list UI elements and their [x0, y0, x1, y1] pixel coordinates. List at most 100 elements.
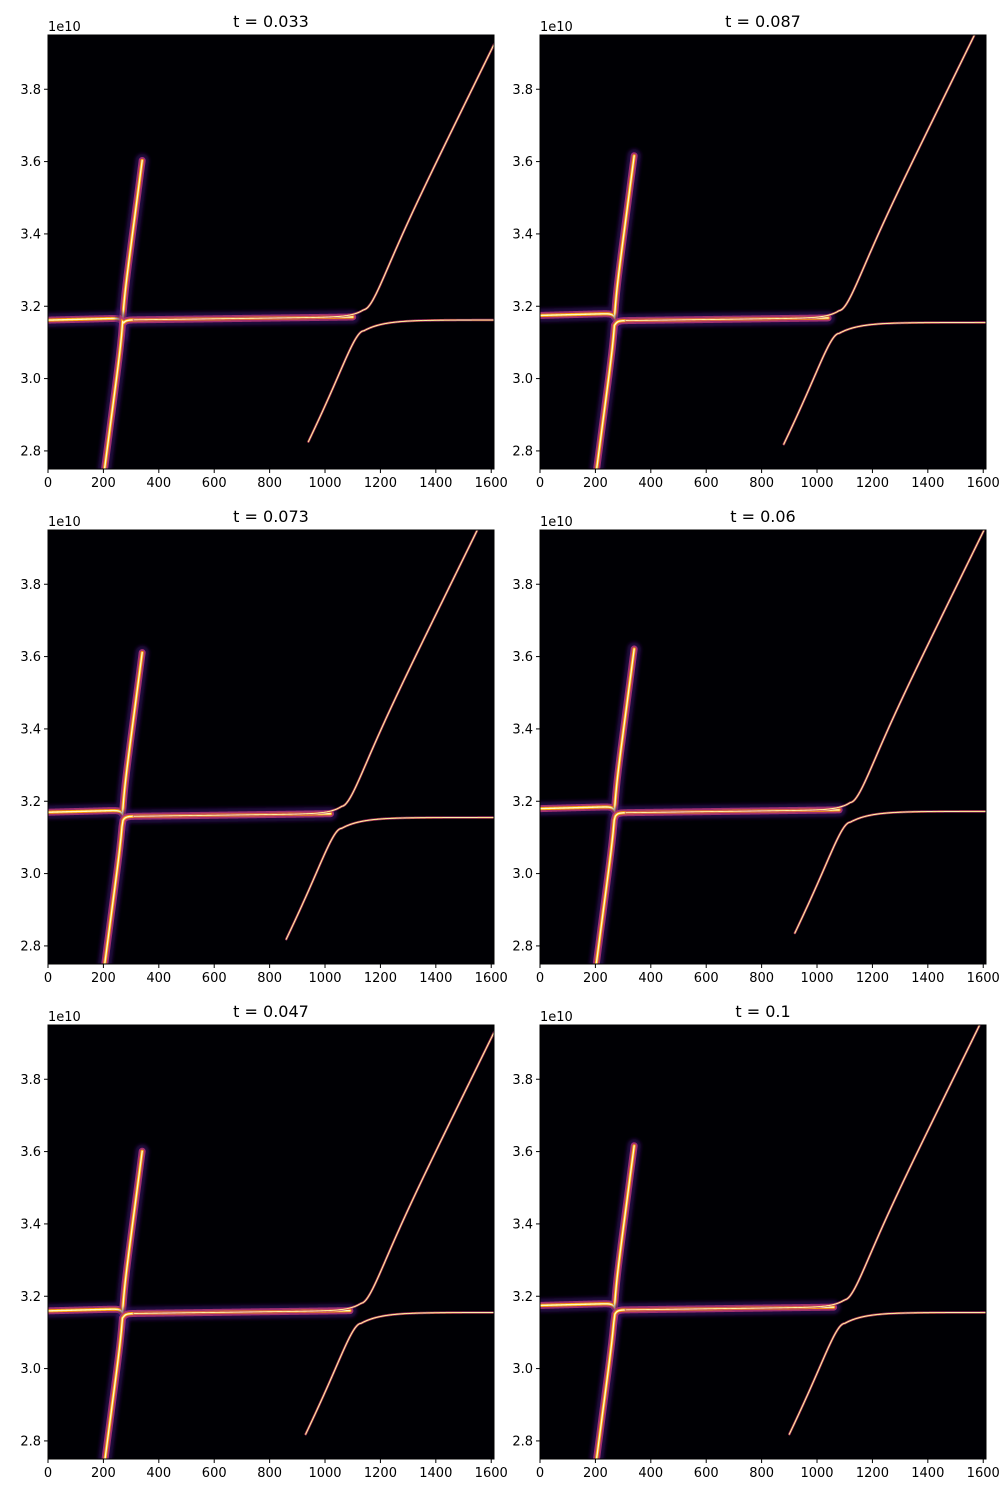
right-lower-curve-layer-3 [305, 1312, 494, 1435]
y-tick-label: 3.4 [512, 1217, 533, 1232]
right-lower-curve-layer-3 [794, 810, 986, 934]
x-tick-label: 1400 [419, 971, 452, 986]
x-tick-label: 400 [146, 971, 171, 986]
x-tick-label: 600 [694, 1466, 719, 1481]
y-multiplier-label: 1e10 [48, 515, 81, 530]
x-tick-label: 0 [536, 1466, 544, 1481]
x-tick-label: 1200 [856, 1466, 889, 1481]
panel-4: 0 200 400 600 800 1000 1200 1400 1600 2.8 3.0 3.2 3.… [512, 12, 999, 491]
y-tick-label: 3.2 [512, 1290, 533, 1305]
panel-2: 0 200 400 600 800 1000 1200 1400 1600 2.8 3.0 3.2 3.… [20, 507, 508, 986]
x-tick-label: 400 [638, 476, 663, 491]
heatmap-background [540, 1025, 986, 1459]
y-tick-label: 3.8 [512, 1073, 533, 1088]
y-multiplier-label: 1e10 [540, 1010, 573, 1025]
y-tick-label: 2.8 [20, 444, 41, 459]
y-tick-label: 3.2 [20, 1290, 41, 1305]
panel-title: t = 0.06 [730, 507, 795, 526]
x-tick-label: 0 [44, 971, 52, 986]
upper-branch-curve-layer-3 [540, 648, 635, 813]
y-tick-label: 3.4 [512, 227, 533, 242]
right-upper-curve-layer-3 [625, 1025, 981, 1311]
x-tick-label: 1600 [475, 1466, 508, 1481]
x-tick-label: 400 [146, 1466, 171, 1481]
panel-title: t = 0.087 [725, 12, 801, 31]
upper-branch-curve-layer-3 [48, 1150, 143, 1315]
y-tick-label: 3.2 [20, 300, 41, 315]
heatmap-curves [48, 1031, 494, 1459]
heatmap-background [48, 1025, 494, 1459]
x-tick-label: 0 [44, 476, 52, 491]
axes-frame [539, 34, 987, 470]
y-tick-label: 3.0 [20, 372, 41, 387]
heatmap-background [48, 530, 494, 964]
x-tick-label: 400 [638, 971, 663, 986]
x-tick-label: 1400 [911, 476, 944, 491]
upper-branch-curve-layer-3 [48, 159, 143, 325]
y-tick-label: 3.2 [512, 300, 533, 315]
y-tick-label: 3.0 [512, 867, 533, 882]
x-tick-label: 1000 [800, 971, 833, 986]
x-tick-label: 600 [694, 476, 719, 491]
panel-6: 0 200 400 600 800 1000 1200 1400 1600 2.8 3.0 3.2 3.… [512, 1002, 999, 1481]
x-tick-label: 800 [257, 1466, 282, 1481]
x-tick-label: 1000 [308, 476, 341, 491]
y-tick-label: 2.8 [512, 1434, 533, 1449]
x-tick-label: 1200 [856, 476, 889, 491]
x-tick-label: 1200 [364, 476, 397, 491]
panel-title: t = 0.1 [735, 1002, 790, 1021]
right-upper-curve-layer-3 [625, 530, 985, 814]
x-tick-label: 200 [583, 1466, 608, 1481]
panel-title: t = 0.073 [233, 507, 309, 526]
y-tick-label: 3.2 [20, 795, 41, 810]
y-multiplier-label: 1e10 [540, 20, 573, 35]
axes-frame [47, 529, 495, 965]
x-tick-label: 800 [257, 476, 282, 491]
y-tick-label: 3.2 [512, 795, 533, 810]
y-tick-label: 3.6 [20, 155, 41, 170]
x-tick-label: 800 [749, 476, 774, 491]
right-lower-curve-layer-3 [783, 322, 986, 445]
y-tick-label: 2.8 [20, 1434, 41, 1449]
x-tick-label: 400 [146, 476, 171, 491]
x-tick-label: 600 [202, 476, 227, 491]
y-tick-label: 3.8 [512, 83, 533, 98]
x-tick-label: 1000 [800, 1466, 833, 1481]
x-tick-label: 1600 [475, 476, 508, 491]
x-tick-label: 200 [91, 971, 116, 986]
x-tick-label: 1400 [911, 971, 944, 986]
y-tick-label: 2.8 [20, 939, 41, 954]
y-tick-label: 3.0 [20, 867, 41, 882]
y-tick-label: 3.0 [512, 1362, 533, 1377]
x-tick-label: 1000 [800, 476, 833, 491]
y-multiplier-label: 1e10 [540, 515, 573, 530]
x-tick-label: 1400 [911, 1466, 944, 1481]
upper-branch-curve-layer-3 [48, 651, 143, 817]
right-upper-curve-layer-3 [133, 1032, 494, 1314]
y-tick-label: 3.6 [20, 1145, 41, 1160]
axes-frame [539, 1024, 987, 1460]
x-tick-label: 600 [694, 971, 719, 986]
y-multiplier-label: 1e10 [48, 20, 81, 35]
x-tick-label: 1600 [475, 971, 508, 986]
axes-frame [539, 529, 987, 965]
y-tick-label: 3.4 [20, 1217, 41, 1232]
x-tick-label: 200 [583, 971, 608, 986]
y-tick-label: 3.6 [512, 650, 533, 665]
x-tick-label: 800 [749, 1466, 774, 1481]
panel-3: 0 200 400 600 800 1000 1200 1400 1600 2.8 3.0 3.2 3.… [20, 1002, 507, 1481]
x-tick-label: 800 [257, 971, 282, 986]
x-tick-label: 0 [536, 971, 544, 986]
y-multiplier-label: 1e10 [48, 1010, 81, 1025]
right-lower-curve-layer-3 [308, 319, 494, 443]
axes-frame [47, 34, 495, 470]
axes-frame [47, 1024, 495, 1460]
y-tick-label: 3.0 [20, 1362, 41, 1377]
panel-5: 0 200 400 600 800 1000 1200 1400 1600 2.8 3.0 3.2 3.… [512, 507, 999, 986]
y-tick-label: 3.0 [512, 372, 533, 387]
x-tick-label: 600 [202, 971, 227, 986]
y-tick-label: 2.8 [512, 444, 533, 459]
heatmap-curves [540, 530, 986, 964]
x-tick-label: 1000 [308, 1466, 341, 1481]
